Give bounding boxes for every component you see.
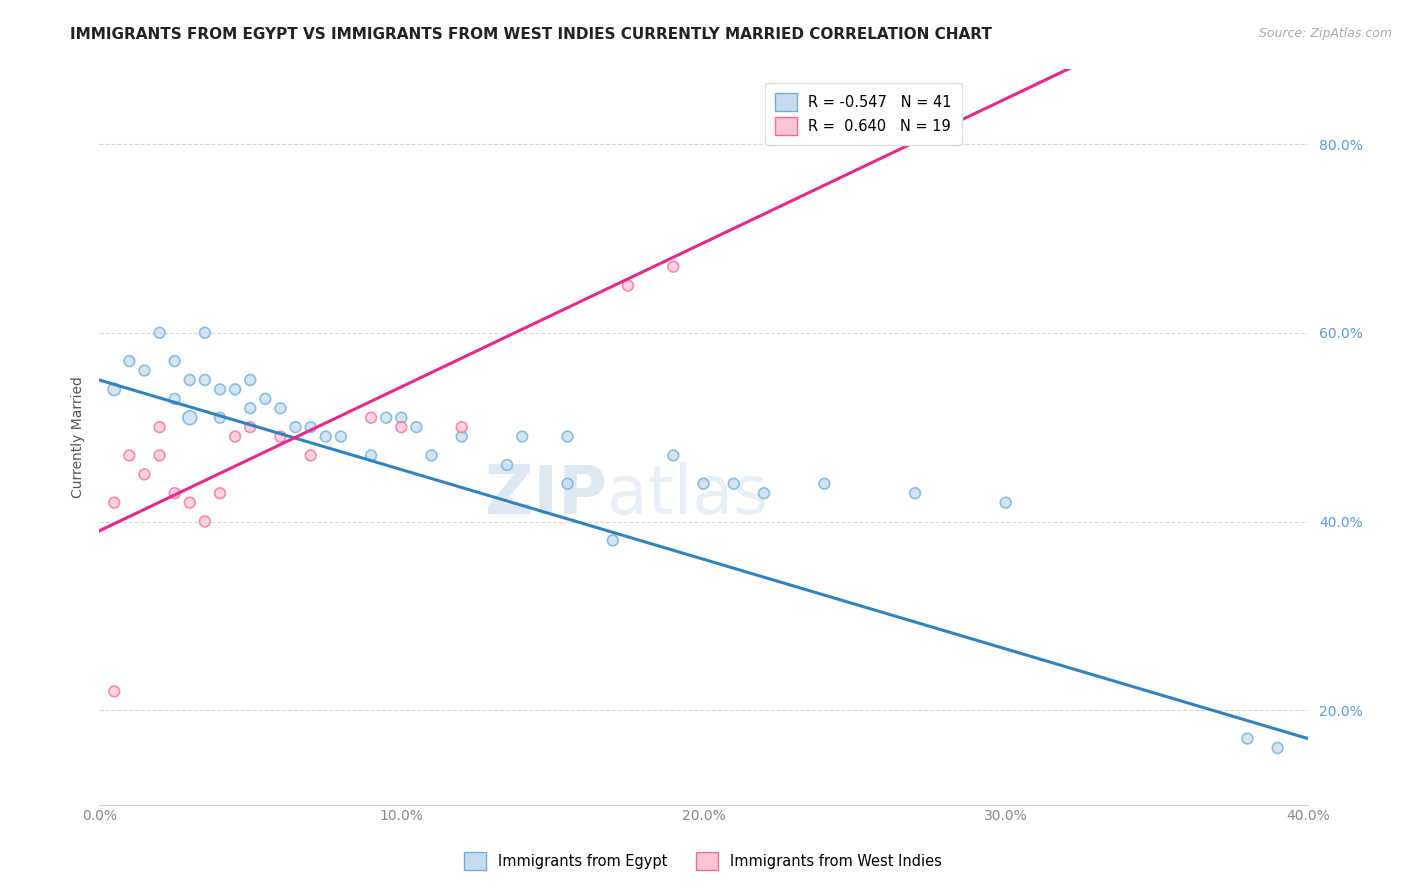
Text: IMMIGRANTS FROM EGYPT VS IMMIGRANTS FROM WEST INDIES CURRENTLY MARRIED CORRELATI: IMMIGRANTS FROM EGYPT VS IMMIGRANTS FROM… bbox=[70, 27, 993, 42]
Point bbox=[269, 429, 291, 443]
Point bbox=[148, 449, 170, 463]
Point bbox=[662, 260, 685, 274]
Point bbox=[299, 420, 322, 434]
Point bbox=[450, 420, 472, 434]
Point bbox=[194, 373, 217, 387]
Point bbox=[1267, 741, 1289, 756]
Text: Source: ZipAtlas.com: Source: ZipAtlas.com bbox=[1258, 27, 1392, 40]
Point bbox=[179, 373, 201, 387]
Point bbox=[103, 684, 125, 698]
Point bbox=[360, 410, 382, 425]
Point bbox=[103, 495, 125, 509]
Point bbox=[163, 486, 186, 500]
Point bbox=[496, 458, 519, 472]
Point bbox=[389, 410, 412, 425]
Point bbox=[179, 410, 201, 425]
Point bbox=[163, 354, 186, 368]
Point bbox=[208, 383, 231, 397]
Point bbox=[208, 410, 231, 425]
Legend: Immigrants from Egypt, Immigrants from West Indies: Immigrants from Egypt, Immigrants from W… bbox=[458, 847, 948, 876]
Point bbox=[299, 449, 322, 463]
Point bbox=[662, 449, 685, 463]
Point bbox=[134, 467, 156, 482]
Point bbox=[269, 401, 291, 416]
Point bbox=[375, 410, 398, 425]
Point bbox=[315, 429, 337, 443]
Point bbox=[194, 515, 217, 529]
Point bbox=[360, 449, 382, 463]
Point bbox=[239, 373, 262, 387]
Point bbox=[148, 420, 170, 434]
Point bbox=[179, 495, 201, 509]
Point bbox=[254, 392, 277, 406]
Point bbox=[617, 278, 640, 293]
Point bbox=[134, 363, 156, 377]
Point bbox=[557, 429, 579, 443]
Point bbox=[723, 476, 745, 491]
Point bbox=[420, 449, 443, 463]
Point bbox=[329, 429, 352, 443]
Point bbox=[208, 486, 231, 500]
Point bbox=[450, 429, 472, 443]
Point bbox=[148, 326, 170, 340]
Point bbox=[692, 476, 714, 491]
Point bbox=[510, 429, 533, 443]
Legend: R = -0.547   N = 41, R =  0.640   N = 19: R = -0.547 N = 41, R = 0.640 N = 19 bbox=[765, 83, 962, 145]
Point bbox=[1236, 731, 1258, 746]
Point bbox=[752, 486, 775, 500]
Point bbox=[103, 383, 125, 397]
Point bbox=[118, 449, 141, 463]
Point bbox=[994, 495, 1017, 509]
Point bbox=[284, 420, 307, 434]
Point bbox=[194, 326, 217, 340]
Point bbox=[239, 401, 262, 416]
Point bbox=[118, 354, 141, 368]
Point bbox=[904, 486, 927, 500]
Point bbox=[163, 392, 186, 406]
Point bbox=[224, 429, 246, 443]
Point bbox=[813, 476, 835, 491]
Text: ZIP: ZIP bbox=[485, 462, 607, 528]
Point bbox=[557, 476, 579, 491]
Point bbox=[224, 383, 246, 397]
Text: atlas: atlas bbox=[607, 462, 768, 528]
Point bbox=[602, 533, 624, 548]
Y-axis label: Currently Married: Currently Married bbox=[72, 376, 86, 498]
Point bbox=[389, 420, 412, 434]
Point bbox=[239, 420, 262, 434]
Point bbox=[405, 420, 427, 434]
